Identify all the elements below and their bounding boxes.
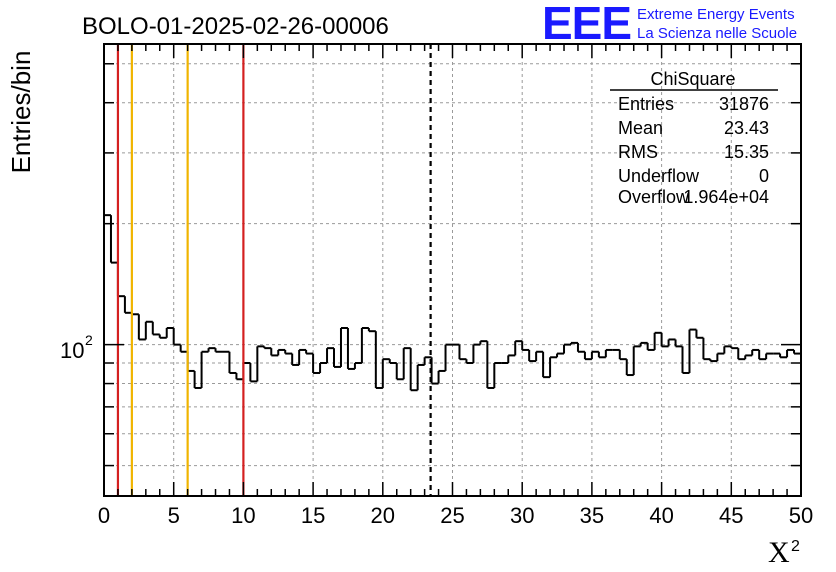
- stats-label-rms: RMS: [618, 142, 658, 162]
- stats-value-mean: 23.43: [724, 118, 769, 138]
- logo-line-1: Extreme Energy Events: [637, 6, 795, 23]
- x-tick-label: 10: [231, 503, 255, 528]
- stats-label-underflow: Underflow: [618, 166, 700, 186]
- plot-area: [104, 44, 801, 496]
- stats-label-entries: Entries: [618, 94, 674, 114]
- y-tick-label-base: 10: [60, 338, 84, 363]
- stats-label-overflow: Overflow: [618, 187, 690, 207]
- x-axis-label-base: X: [768, 536, 790, 569]
- x-tick-label: 45: [719, 503, 743, 528]
- grid: [104, 44, 801, 496]
- eee-logo: EEE Extreme Energy Events La Scienza nel…: [542, 0, 797, 49]
- x-axis-label-exponent: 2: [791, 538, 800, 555]
- x-axis-label: X 2: [768, 536, 800, 569]
- chart-title: BOLO-01-2025-02-26-00006: [82, 13, 389, 40]
- x-tick-label: 50: [789, 503, 813, 528]
- x-tick-label: 40: [649, 503, 673, 528]
- stats-value-overflow: 1.964e+04: [683, 187, 769, 207]
- stats-value-entries: 31876: [719, 94, 769, 114]
- reference-lines: [116, 44, 432, 496]
- y-tick-label-100: 10 2: [60, 332, 93, 363]
- stats-label-mean: Mean: [618, 118, 663, 138]
- x-tick-label: 0: [98, 503, 110, 528]
- x-tick-label: 5: [168, 503, 180, 528]
- plot-frame: [103, 43, 802, 497]
- stats-value-rms: 15.35: [724, 142, 769, 162]
- stats-value-underflow: 0: [759, 166, 769, 186]
- x-tick-labels: 0 5 10 15 20 25 30 35 40 45 50: [98, 503, 813, 528]
- axis-ticks: [103, 44, 802, 496]
- x-tick-label: 30: [510, 503, 534, 528]
- x-tick-label: 20: [371, 503, 395, 528]
- x-tick-label: 25: [440, 503, 464, 528]
- histogram-bars: [104, 214, 801, 392]
- y-axis-label: Entries/bin: [6, 51, 36, 174]
- y-tick-label-exponent: 2: [85, 332, 93, 348]
- eee-logo-letters: EEE: [542, 0, 631, 49]
- stats-title: ChiSquare: [650, 69, 735, 89]
- x-tick-label: 15: [301, 503, 325, 528]
- x-tick-label: 35: [580, 503, 604, 528]
- logo-line-2: La Scienza nelle Scuole: [637, 25, 797, 42]
- stats-box: ChiSquare Entries 31876 Mean 23.43 RMS 1…: [610, 69, 778, 207]
